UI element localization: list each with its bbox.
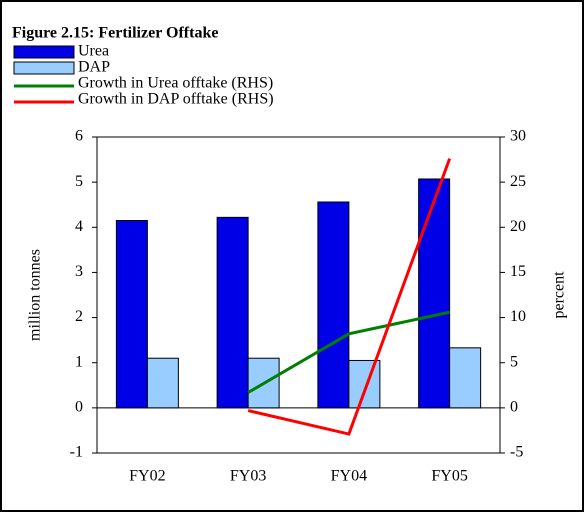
y-tick-label: 2: [75, 308, 83, 325]
y2-tick-label: 5: [510, 353, 518, 370]
y2-tick-label: 0: [510, 399, 518, 416]
x-tick-label: FY04: [331, 468, 367, 485]
y-tick-label: 0: [75, 399, 83, 416]
y2-tick-label: -5: [510, 444, 523, 461]
y2-tick-label: 15: [510, 263, 526, 280]
y2-tick-label: 10: [510, 308, 526, 325]
plot-area: [96, 136, 501, 454]
bar: [216, 216, 249, 409]
legend-label: DAP: [78, 59, 110, 76]
bar: [317, 201, 350, 409]
bar: [449, 347, 482, 409]
line: [247, 158, 452, 436]
legend-label: Growth in Urea offtake (RHS): [78, 75, 273, 92]
y-axis-title: million tonnes: [27, 249, 44, 341]
y2-tick-label: 30: [510, 128, 526, 145]
bar: [115, 220, 148, 409]
chart-title: Figure 2.15: Fertilizer Offtake: [12, 25, 218, 42]
legend-label: Urea: [78, 43, 109, 60]
y2-axis-title: percent: [551, 271, 568, 319]
y-tick-label: 6: [75, 128, 83, 145]
x-tick-label: FY05: [431, 468, 467, 485]
y2-tick-label: 25: [510, 173, 526, 190]
x-tick-label: FY03: [230, 468, 266, 485]
y-tick-label: 4: [75, 218, 83, 235]
y2-tick-label: 20: [510, 218, 526, 235]
legend-swatch: [13, 61, 75, 75]
x-tick-label: FY02: [129, 468, 165, 485]
bar: [146, 357, 179, 409]
y-tick-label: 3: [75, 263, 83, 280]
y-tick-label: 1: [75, 353, 83, 370]
bar: [418, 178, 451, 409]
line: [247, 310, 450, 394]
bar: [348, 359, 381, 409]
y-tick-label: -1: [70, 444, 83, 461]
y-tick-label: 5: [75, 173, 83, 190]
legend-swatch: [13, 45, 75, 59]
legend-label: Growth in DAP offtake (RHS): [78, 91, 274, 108]
